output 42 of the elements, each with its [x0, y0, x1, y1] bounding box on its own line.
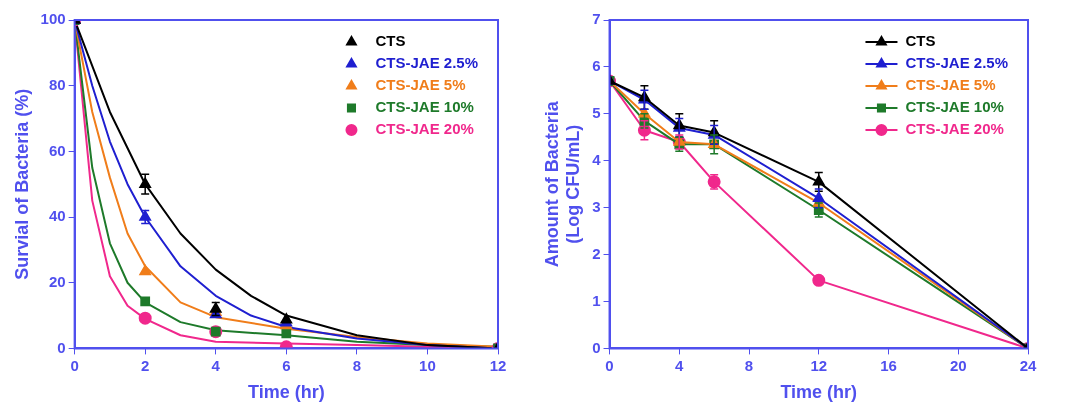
x-axis-title: Time (hr): [247, 382, 325, 403]
y-tick-label: 0: [57, 338, 66, 356]
y-tick-label: 100: [40, 10, 66, 28]
legend-label: CTS-JAE 20%: [905, 120, 1004, 138]
legend-label: CTS-JAE 2.5%: [375, 54, 479, 72]
legend-label: CTS-JAE 20%: [375, 120, 474, 138]
y-tick-label: 3: [592, 197, 601, 215]
y-tick-label: 2: [592, 244, 601, 262]
y-tick-label: 7: [592, 10, 601, 28]
y-tick-label: 4: [592, 150, 602, 168]
y-tick-label: 1: [592, 291, 601, 309]
x-tick-label: 20: [949, 356, 967, 374]
x-tick-label: 0: [605, 356, 614, 374]
y-tick-label: 0: [592, 338, 601, 356]
y-axis-title: Amount of Bacteria (Log CFU/mL): [541, 100, 584, 268]
legend-label: CTS-JAE 10%: [905, 98, 1004, 116]
x-tick-label: 10: [419, 356, 436, 374]
legend-label: CTS-JAE 10%: [375, 98, 474, 116]
x-tick-label: 16: [880, 356, 897, 374]
legend-label: CTS-JAE 5%: [905, 76, 996, 94]
x-tick-label: 12: [810, 356, 828, 374]
x-tick-label: 4: [211, 356, 221, 374]
y-tick-label: 60: [48, 141, 66, 159]
y-tick-label: 5: [592, 103, 601, 121]
legend-label: CTS-JAE 2.5%: [905, 54, 1009, 72]
x-axis-title: Time (hr): [780, 382, 858, 403]
legend-label: CTS: [375, 32, 406, 50]
x-tick-label: 2: [141, 356, 150, 374]
legend-label: CTS: [905, 32, 936, 50]
x-tick-label: 4: [675, 356, 685, 374]
x-tick-label: 8: [352, 356, 362, 374]
y-tick-label: 40: [48, 207, 66, 225]
y-tick-label: 6: [592, 57, 601, 75]
x-tick-label: 8: [744, 356, 754, 374]
x-tick-label: 6: [282, 356, 291, 374]
x-tick-label: 12: [489, 356, 507, 374]
y-tick-label: 80: [48, 75, 66, 93]
y-tick-label: 20: [48, 272, 66, 290]
y-axis-title: Survial of Bacteria (%): [11, 88, 32, 280]
legend-label: CTS-JAE 5%: [375, 76, 466, 94]
x-tick-label: 0: [70, 356, 79, 374]
x-tick-label: 24: [1019, 356, 1037, 374]
